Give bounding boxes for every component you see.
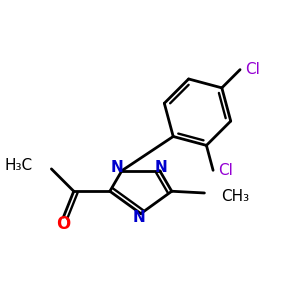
Text: CH₃: CH₃ xyxy=(222,189,250,204)
Text: Cl: Cl xyxy=(245,62,260,77)
Text: Cl: Cl xyxy=(218,163,232,178)
Text: H₃C: H₃C xyxy=(4,158,32,173)
Text: O: O xyxy=(56,215,70,233)
Text: N: N xyxy=(155,160,168,175)
Text: N: N xyxy=(110,160,123,175)
Text: N: N xyxy=(133,210,146,225)
